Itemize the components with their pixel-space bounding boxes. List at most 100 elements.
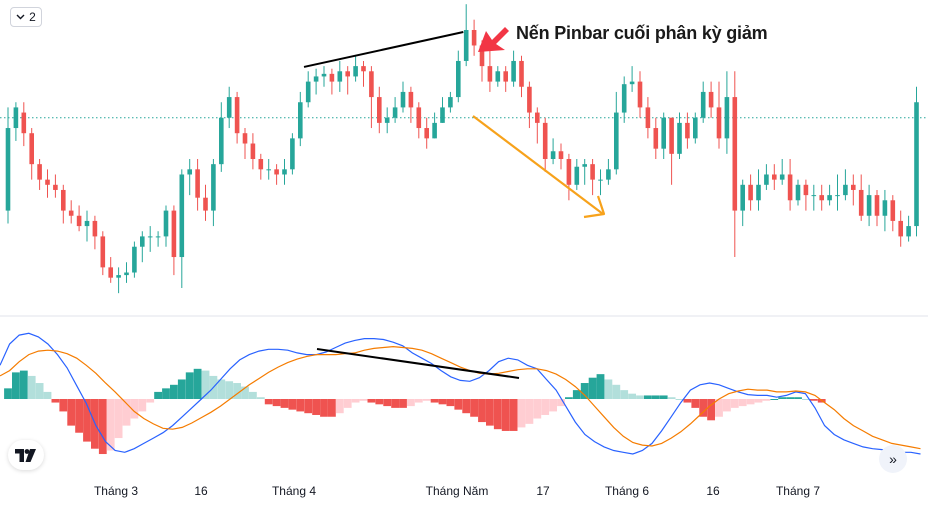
- macd-histogram-bar: [525, 399, 534, 424]
- macd-histogram-bar: [375, 399, 384, 405]
- candle-down: [361, 66, 366, 72]
- macd-histogram-bar: [201, 370, 210, 399]
- candle-down: [274, 169, 279, 175]
- macd-histogram-bar: [312, 399, 320, 415]
- candle-up: [463, 30, 469, 61]
- tradingview-logo-icon[interactable]: [8, 440, 44, 470]
- candle-down: [45, 179, 50, 185]
- macd-pane[interactable]: [0, 332, 921, 455]
- candle-up: [140, 236, 145, 247]
- macd-histogram-bar: [4, 388, 12, 399]
- candle-up: [914, 102, 919, 227]
- macd-histogram-bar: [130, 399, 139, 419]
- price-divergence-trendline: [303, 31, 464, 68]
- macd-histogram-bar: [320, 399, 328, 417]
- candle-up: [84, 220, 90, 227]
- macd-histogram-bar: [83, 399, 91, 442]
- candle-up: [313, 76, 319, 82]
- candle-down: [471, 30, 477, 46]
- candle-up: [124, 272, 129, 276]
- candle-up: [337, 71, 343, 82]
- macd-histogram-bar: [335, 399, 344, 414]
- macd-histogram-bar: [399, 399, 407, 408]
- macd-line: [0, 332, 921, 455]
- macd-histogram-bar: [715, 399, 723, 417]
- candle-down: [100, 236, 106, 268]
- candle-up: [779, 174, 785, 180]
- candle-down: [37, 164, 42, 180]
- candle-up: [179, 174, 185, 258]
- candle-down: [408, 91, 414, 108]
- macd-histogram-bar: [367, 399, 376, 403]
- macd-histogram-bar: [162, 388, 170, 399]
- macd-histogram-bar: [59, 399, 68, 412]
- candle-up: [163, 210, 169, 237]
- macd-histogram-bar: [691, 399, 700, 408]
- macd-histogram-bar: [280, 399, 289, 408]
- candle-up: [290, 138, 295, 170]
- macd-histogram-bar: [549, 399, 557, 412]
- candle-down: [716, 107, 722, 139]
- candle-up: [432, 122, 437, 139]
- candle-down: [645, 107, 651, 129]
- candle-up: [511, 60, 516, 82]
- macd-histogram-bar: [407, 399, 415, 407]
- candle-down: [685, 122, 690, 139]
- macd-histogram-bar: [509, 399, 518, 431]
- candle-up: [298, 102, 303, 139]
- candle-down: [68, 210, 74, 216]
- macd-histogram-bar: [241, 386, 249, 399]
- macd-histogram-bar: [256, 397, 265, 399]
- candle-down: [416, 107, 422, 129]
- candle-up: [629, 81, 635, 85]
- candle-down: [732, 97, 738, 211]
- candle-down: [61, 189, 66, 211]
- signal-line: [0, 345, 921, 450]
- scroll-to-realtime-button[interactable]: »: [879, 445, 907, 473]
- collapse-panes-button[interactable]: 2: [10, 7, 42, 27]
- macd-histogram-bar: [170, 384, 178, 399]
- macd-histogram-bar: [383, 399, 392, 407]
- macd-histogram-bar: [27, 375, 36, 399]
- macd-histogram-bar: [730, 399, 739, 408]
- macd-histogram-bar: [304, 399, 313, 414]
- candle-down: [542, 122, 548, 159]
- macd-histogram-bar: [233, 383, 241, 399]
- price-pane[interactable]: [0, 4, 928, 294]
- macd-histogram-bar: [328, 399, 336, 417]
- candle-up: [13, 107, 19, 129]
- macd-histogram-bar: [636, 395, 644, 399]
- candle-up: [132, 246, 137, 273]
- candle-up: [614, 112, 619, 170]
- candle-up: [756, 184, 761, 201]
- candle-up: [155, 236, 161, 238]
- candle-down: [345, 71, 350, 77]
- candle-up: [835, 195, 840, 197]
- macd-histogram-bar: [75, 399, 83, 433]
- candle-down: [92, 220, 98, 237]
- candle-up: [764, 174, 769, 185]
- macd-histogram-bar: [146, 399, 155, 403]
- candle-down: [479, 45, 485, 67]
- candle-down: [858, 189, 864, 216]
- pinbar-annotation[interactable]: Nến Pinbar cuối phân kỳ giảm: [516, 23, 768, 43]
- macd-histogram-bar: [478, 399, 486, 423]
- candle-down: [53, 184, 58, 190]
- chevron-down-icon: [16, 14, 25, 20]
- macd-histogram-bar: [225, 381, 234, 399]
- candle-down: [708, 91, 714, 108]
- candle-down: [171, 210, 177, 258]
- macd-histogram-bar: [541, 399, 550, 415]
- macd-histogram-bar: [391, 399, 399, 408]
- macd-histogram-bar: [675, 399, 684, 400]
- macd-histogram-bar: [572, 390, 581, 399]
- candle-down: [108, 267, 113, 278]
- macd-histogram-bar: [19, 370, 28, 399]
- macd-histogram-bar: [185, 372, 194, 399]
- candle-down: [558, 151, 564, 159]
- macd-histogram-bar: [493, 399, 502, 430]
- macd-histogram-bar: [699, 399, 708, 417]
- candle-down: [29, 133, 34, 165]
- macd-histogram-bar: [98, 399, 107, 455]
